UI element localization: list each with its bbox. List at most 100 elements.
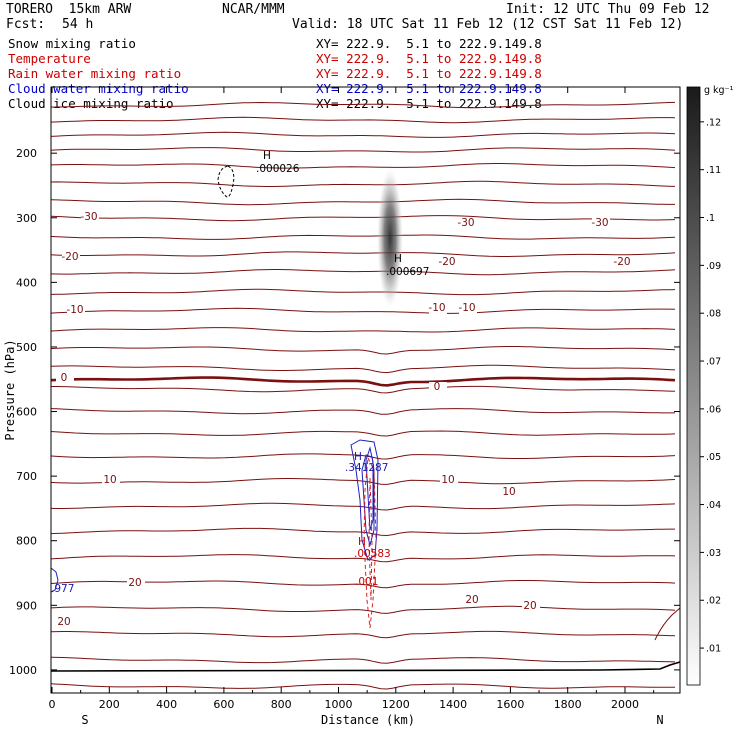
x-tick-label: 2000 [611, 698, 639, 711]
temperature-contour-label: -20 [61, 251, 78, 263]
max-marker: H [358, 536, 366, 548]
y-axis-label: Pressure (hPa) [3, 339, 17, 440]
x-tick-label: 600 [213, 698, 234, 711]
fcst-label: Fcst: [6, 17, 46, 32]
temperature-contour-label: -20 [613, 256, 630, 268]
y-tick-label: 600 [16, 406, 37, 419]
plot-frame [50, 86, 681, 694]
temperature-label-bg [429, 382, 447, 393]
temperature-label-bg [127, 578, 145, 589]
colorbar-tick-label: .03 [706, 548, 721, 559]
temperature-contour [50, 180, 676, 187]
temperature-label-bg [81, 212, 99, 223]
temperature-contour [50, 327, 676, 333]
temperature-label-bg [440, 475, 458, 486]
colorbar-tick-label: .04 [706, 500, 721, 511]
temperature-contour-label: -10 [458, 302, 475, 314]
temperature-label-bg [62, 252, 80, 263]
annotation-layer: -30 -30 -30 -20 -20 -20 -10 -10 -10 0 0 10 10 10 20 20 2… [51, 150, 632, 628]
field-name-rain: Rain water mixing ratio [8, 66, 182, 81]
temperature-contour [50, 147, 676, 153]
max-value-label: .341287 [345, 462, 388, 474]
field-name-temperature: Temperature [8, 51, 91, 66]
y-tick-label: 700 [16, 470, 37, 483]
temperature-contour [50, 234, 676, 240]
fcst-value: 54 h [62, 17, 94, 32]
x-tick-label: 1600 [496, 698, 524, 711]
x-tick-label: 1400 [439, 698, 467, 711]
y-tick-label: 500 [16, 341, 37, 354]
temperature-contour-label: 10 [103, 474, 116, 486]
temperature-contour-label: 20 [57, 616, 70, 628]
temperature-contour [50, 430, 676, 437]
colorbar-tick-label: .07 [706, 357, 721, 368]
temperature-contour [50, 101, 676, 109]
temperature-label-bg [459, 303, 477, 314]
axes-layer: 0 200 400 600 800 1000 1200 1400 1600 1800 2000200… [9, 87, 680, 711]
temperature-contour [50, 656, 676, 664]
colorbar-tick-label: .05 [706, 452, 721, 463]
temperature-contour [50, 453, 676, 460]
max-value-label: .00583 [354, 548, 391, 560]
freezing-level-contour [50, 376, 676, 387]
colorbar-tick-label: .1 [706, 213, 715, 224]
temperature-contour [50, 198, 675, 206]
field-xy-cloud-ice: XY= 222.9. 5.1 to 222.9.149.8 [316, 96, 542, 111]
temperature-contour [50, 605, 676, 614]
field-xy-snow: XY= 222.9. 5.1 to 222.9.149.8 [316, 36, 542, 51]
colorbar-ticks: .01 .02 .03 .04 .05 .06 .07 .08 .09 .1 .11 .12 [700, 117, 721, 655]
field-xy-cloud-water: XY= 222.9. 5.1 to 222.9.149.8 [316, 81, 542, 96]
temperature-contour-label: 10 [502, 486, 515, 498]
temperature-contour [50, 630, 676, 639]
temperature-contour [50, 215, 676, 222]
x-axis-label: Distance (km) [321, 713, 415, 727]
init-time: Init: 12 UTC Thu 09 Feb 12 [506, 2, 710, 17]
x-tick-label: 0 [49, 698, 56, 711]
temperature-label-bg [464, 595, 482, 606]
temperature-contour-label: -30 [457, 217, 474, 229]
temperature-contour-label: 10 [441, 474, 454, 486]
ground-line [50, 661, 681, 672]
contour-layer [50, 101, 681, 690]
colorbar [686, 86, 701, 686]
temperature-label-bg [56, 617, 74, 628]
field-xy-rain: XY= 222.9. 5.1 to 222.9.149.8 [316, 66, 542, 81]
endpoint-right: N [656, 713, 663, 727]
temperature-contour [50, 251, 676, 257]
temperature-contour [50, 116, 676, 124]
x-tick-label: 1000 [325, 698, 353, 711]
cloud-ice-contour [217, 165, 235, 198]
field-xy-temperature: XY= 222.9. 5.1 to 222.9.149.8 [316, 51, 542, 66]
temperature-contour-label: -10 [428, 302, 445, 314]
temperature-label-bg [439, 257, 457, 268]
temperature-contour [50, 580, 676, 589]
temperature-contour [50, 408, 675, 415]
temperature-label-bg [614, 257, 632, 268]
temperature-contour-label: 20 [465, 594, 478, 606]
y-tick-label: 1000 [9, 664, 37, 677]
model-title: TORERO 15km ARW [6, 2, 132, 17]
rain-water-contour [363, 456, 377, 629]
colorbar-tick-label: .09 [706, 261, 721, 272]
endpoint-left: S [81, 713, 88, 727]
y-tick-label: 400 [16, 276, 37, 289]
snow-shading [377, 168, 403, 308]
temperature-contour-label: -10 [66, 304, 83, 316]
rain-water-contour-inner [368, 477, 373, 601]
max-value-label: .001 [355, 576, 378, 588]
cloud-water-contour-edge [50, 567, 59, 593]
temperature-contour [51, 385, 676, 394]
field-name-cloud-ice: Cloud ice mixing ratio [8, 96, 174, 111]
temperature-label-bg [522, 601, 540, 612]
temperature-contour [50, 364, 676, 374]
max-marker: H [354, 451, 362, 463]
max-marker: H [263, 150, 271, 162]
temperature-contour-label: 0 [61, 372, 68, 384]
temperature-label-bg [501, 487, 519, 498]
temperature-label-bg [56, 373, 74, 384]
colorbar-unit: g kg⁻¹ [704, 85, 734, 96]
temperature-contour-label: 20 [523, 600, 536, 612]
x-tick-label: 200 [99, 698, 120, 711]
temperature-contour-label: 20 [128, 577, 141, 589]
